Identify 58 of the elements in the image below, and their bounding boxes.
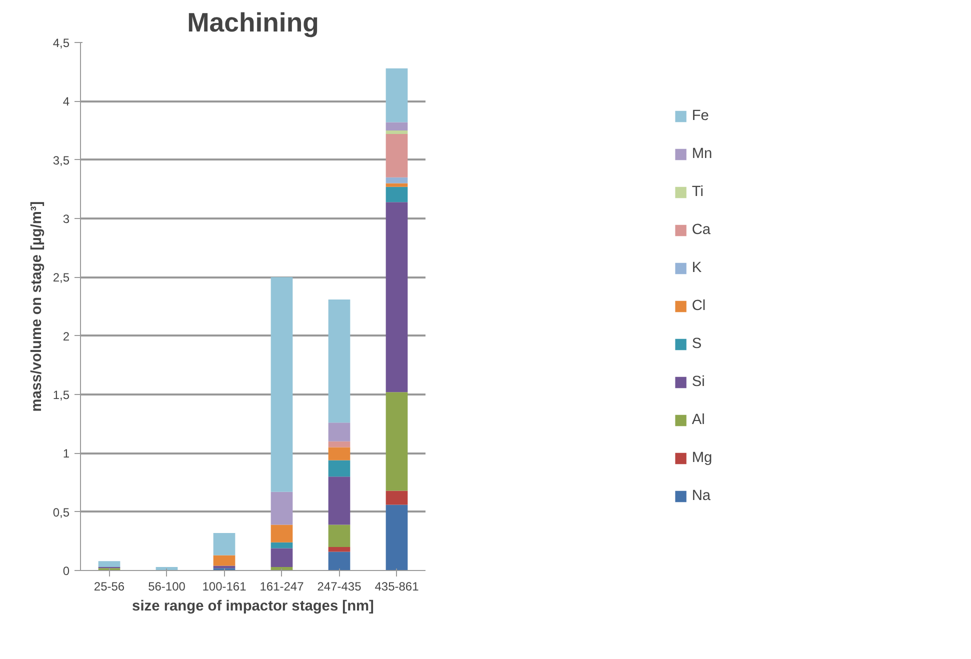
- bar: [386, 490, 408, 505]
- y-tick-label: 4: [62, 94, 70, 109]
- legend-label: Ti: [692, 184, 704, 200]
- legend-label: K: [692, 260, 703, 276]
- legend-label: Si: [692, 374, 706, 390]
- x-tick-label: 247-435: [317, 580, 362, 594]
- legend-label: Al: [692, 412, 706, 428]
- legend-label: Fe: [692, 108, 710, 124]
- bar: [328, 422, 350, 442]
- y-tick-label: 0: [62, 564, 70, 578]
- x-tick-label: 25-56: [94, 580, 125, 594]
- bar: [328, 299, 350, 423]
- y-tick-label: 2,5: [52, 270, 70, 285]
- bar: [328, 441, 350, 448]
- x-tick-label: 435-861: [374, 580, 420, 594]
- x-tick-label: 56-100: [148, 580, 186, 594]
- bar: [270, 277, 293, 492]
- bar: [98, 561, 120, 567]
- x-tick-label: 100-161: [202, 580, 247, 594]
- bar: [386, 392, 408, 491]
- bar: [213, 532, 236, 556]
- bar: [328, 524, 350, 548]
- bar: [328, 476, 350, 525]
- x-tick-label: 161-247: [260, 580, 304, 594]
- bar: [328, 547, 350, 552]
- bar: [270, 548, 293, 567]
- y-tick-label: 3: [62, 212, 70, 226]
- bar: [213, 555, 236, 566]
- bar: [270, 524, 293, 542]
- bar: [386, 177, 408, 184]
- bar: [270, 542, 293, 548]
- chart-title: Machining: [187, 8, 319, 38]
- legend-label: Mn: [692, 146, 712, 162]
- bar: [386, 186, 408, 202]
- bar: [270, 492, 293, 525]
- legend-label: Cl: [692, 298, 707, 314]
- bar: [386, 134, 408, 178]
- y-tick-label: 2: [62, 329, 70, 344]
- y-axis-title: mass/volume on stage [µg/m³]: [28, 201, 45, 412]
- legend-label: Ca: [692, 222, 712, 238]
- bar: [386, 122, 408, 130]
- legend-label: S: [692, 336, 703, 352]
- bar: [386, 504, 408, 570]
- bar: [386, 183, 408, 187]
- y-tick-label: 4,5: [52, 36, 70, 50]
- y-tick-label: 0,5: [52, 505, 70, 520]
- y-tick-label: 1,5: [52, 388, 70, 402]
- bar: [328, 447, 350, 460]
- bar: [386, 130, 408, 134]
- x-axis-title: size range of impactor stages [nm]: [132, 598, 374, 614]
- bar: [386, 202, 408, 392]
- bar: [386, 68, 408, 122]
- y-tick-label: 3,5: [52, 153, 70, 168]
- y-tick-label: 1: [62, 446, 70, 461]
- bar: [328, 552, 350, 570]
- legend-label: Mg: [692, 450, 712, 466]
- bar: [328, 460, 350, 477]
- legend-label: Na: [692, 488, 712, 504]
